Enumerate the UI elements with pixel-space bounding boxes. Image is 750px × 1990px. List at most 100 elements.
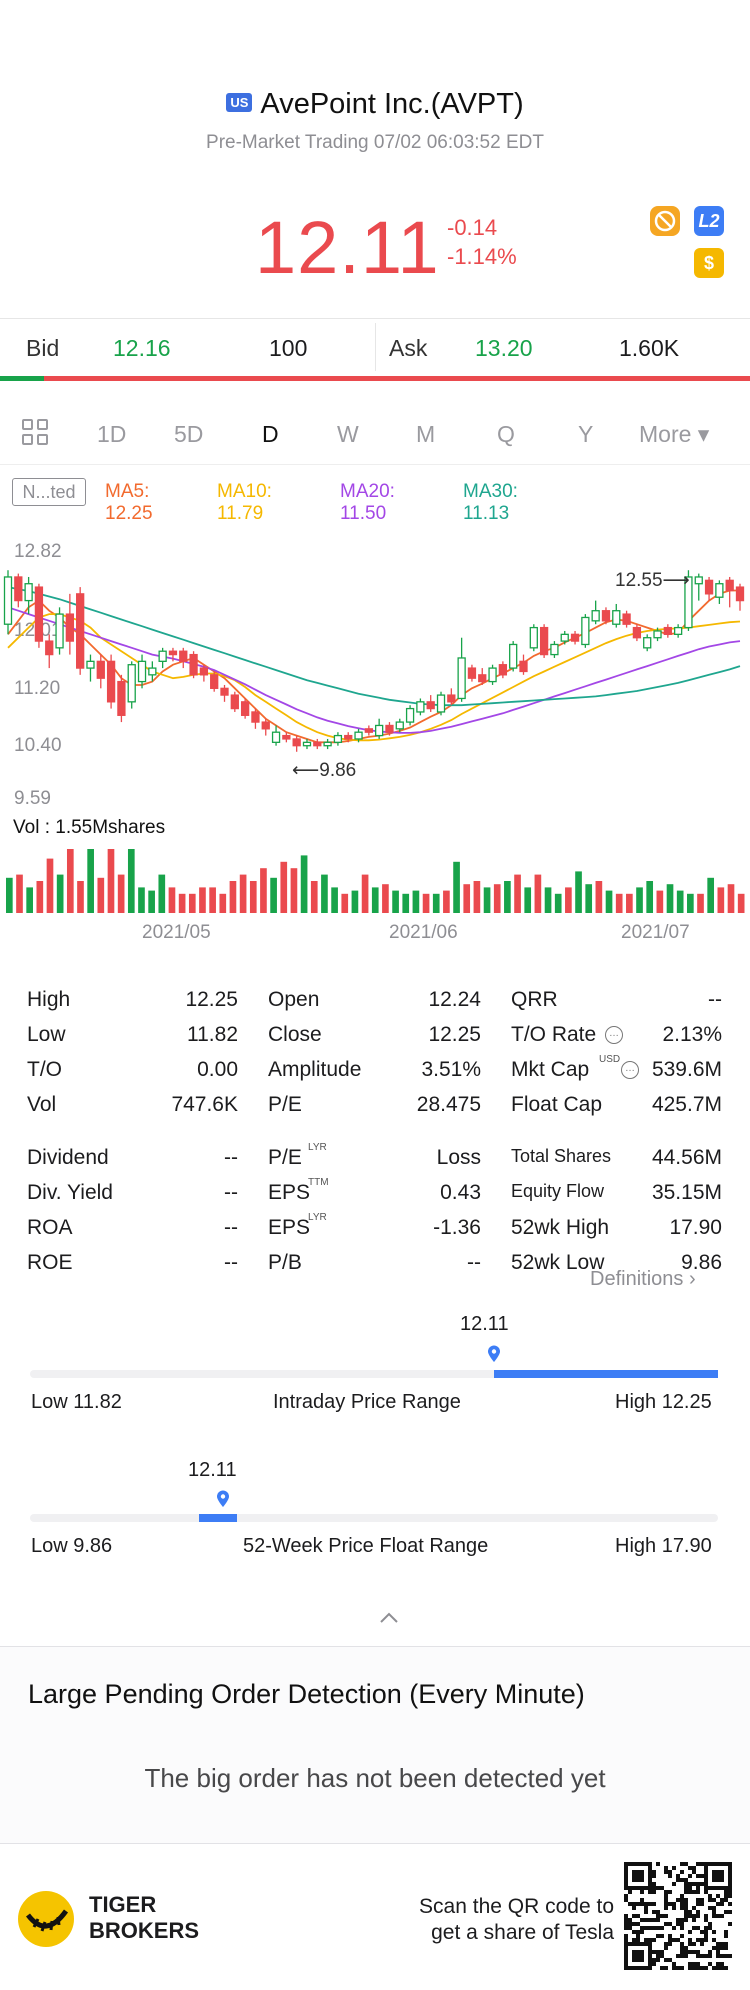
tab-1d[interactable]: 1D <box>97 421 127 447</box>
info-icon[interactable]: … <box>605 1026 623 1044</box>
no-short-icon[interactable] <box>650 206 680 236</box>
ma-line-ma20 <box>7 606 741 734</box>
candle-body <box>65 613 75 642</box>
qr-code[interactable] <box>624 1862 732 1970</box>
grid-icon[interactable] <box>22 419 50 447</box>
volume-bar <box>361 874 369 913</box>
volume-bar <box>117 874 125 913</box>
volume-bar <box>615 893 623 913</box>
tab-day[interactable]: D <box>262 421 279 447</box>
volume-bar <box>554 893 562 913</box>
collapse-chevron-icon[interactable] <box>379 1611 399 1625</box>
volume-bar <box>46 858 54 913</box>
cta-line-1: Scan the QR code to <box>419 1895 614 1918</box>
candle-body <box>673 626 683 635</box>
volume-bar <box>97 877 105 913</box>
tab-5d[interactable]: 5D <box>174 421 204 447</box>
volume-bar <box>514 874 521 913</box>
ma5-label: MA5: 12.25 <box>105 481 153 524</box>
stat-label: Total Shares <box>511 1146 612 1166</box>
quote-header: US AvePoint Inc.(AVPT) Pre-Market Trading… <box>0 0 750 320</box>
stat-label: Dividend <box>27 1146 109 1169</box>
intraday-range-track <box>30 1370 718 1378</box>
volume-bar <box>158 874 166 913</box>
candle-body <box>601 610 611 622</box>
candle-body <box>405 707 415 723</box>
large-order-section: Large Pending Order Detection (Every Min… <box>0 1646 750 1846</box>
volume-bar <box>270 877 277 913</box>
stat-label: Close <box>268 1023 322 1046</box>
volume-bar <box>351 890 359 913</box>
stat-label: Vol <box>27 1093 57 1116</box>
tab-more[interactable]: More ▾ <box>639 421 710 447</box>
volume-bar <box>422 893 430 913</box>
candle-body <box>457 657 466 700</box>
brand-line-1: TIGER <box>89 1892 157 1917</box>
tab-year[interactable]: Y <box>578 421 594 447</box>
volume-bar <box>534 874 542 913</box>
candle-body <box>704 579 714 595</box>
volume-bar <box>209 887 216 913</box>
adjust-mode-selector[interactable]: N...ted <box>12 478 86 506</box>
candle-body <box>333 734 343 743</box>
volume-bar <box>229 881 237 913</box>
promo-footer: TIGER BROKERS Scan the QR code to get a … <box>0 1843 750 1990</box>
tab-quarter[interactable]: Q <box>497 421 515 447</box>
stat-value: 0.43 <box>440 1181 481 1204</box>
stat-value: 17.90 <box>669 1216 722 1239</box>
volume-bar <box>36 881 44 913</box>
info-icon[interactable]: … <box>621 1061 639 1079</box>
candlestick-chart[interactable] <box>0 530 750 790</box>
intraday-current-label: 12.11 <box>460 1313 509 1335</box>
intraday-low: Low 11.82 <box>31 1391 122 1413</box>
bid-ratio-bar <box>0 376 44 381</box>
volume-bar <box>473 881 481 913</box>
candle-body <box>220 687 229 696</box>
dollar-icon[interactable]: $ <box>694 248 724 278</box>
candle-body <box>395 721 404 730</box>
volume-bar <box>626 893 633 913</box>
volume-bar <box>737 893 745 913</box>
volume-bar <box>66 849 74 913</box>
candle-body <box>478 674 487 683</box>
stat-label: 52wk Low <box>511 1251 605 1274</box>
candle-body <box>591 610 600 622</box>
stat-label: P/B <box>268 1251 302 1274</box>
stat-value: 0.00 <box>197 1058 238 1081</box>
volume-bar <box>239 874 247 913</box>
bid-ask-bar[interactable]: Bid 12.16 100 Ask 13.20 1.60K <box>0 318 750 381</box>
tab-month[interactable]: M <box>416 421 436 447</box>
candle-body <box>179 650 188 662</box>
volume-chart[interactable] <box>0 845 750 915</box>
definitions-link[interactable]: Definitions › <box>590 1268 696 1291</box>
volume-bar <box>463 884 471 913</box>
candle-body <box>467 667 477 679</box>
stat-label: P/E <box>268 1146 302 1169</box>
stat-value: 11.82 <box>187 1023 238 1046</box>
tab-week[interactable]: W <box>337 421 359 447</box>
tiger-logo-icon <box>18 1891 74 1947</box>
candle-body <box>240 701 250 716</box>
volume-bar <box>178 893 186 913</box>
stat-label: Equity Flow <box>511 1181 605 1201</box>
level2-icon[interactable]: L2 <box>694 206 724 236</box>
volume-bar <box>138 887 145 913</box>
week52-low: Low 9.86 <box>31 1535 113 1557</box>
volume-bar <box>260 868 267 913</box>
candle-body <box>375 724 384 737</box>
stat-label: 52wk High <box>511 1216 610 1239</box>
volume-bar <box>321 874 328 913</box>
volume-bar <box>585 884 593 913</box>
candle-body <box>292 738 301 747</box>
ask-label: Ask <box>389 335 428 361</box>
intraday-high: High 12.25 <box>615 1391 712 1413</box>
stat-value: 9.86 <box>681 1251 722 1274</box>
week52-current-label: 12.11 <box>188 1459 237 1481</box>
candle-body <box>344 734 353 740</box>
volume-bar <box>412 890 420 913</box>
volume-bar <box>717 887 725 913</box>
stat-superscript: USD <box>599 1054 621 1065</box>
ask-size: 1.60K <box>619 335 680 361</box>
intraday-pin-icon <box>488 1345 500 1362</box>
stat-value: 747.6K <box>171 1093 238 1116</box>
